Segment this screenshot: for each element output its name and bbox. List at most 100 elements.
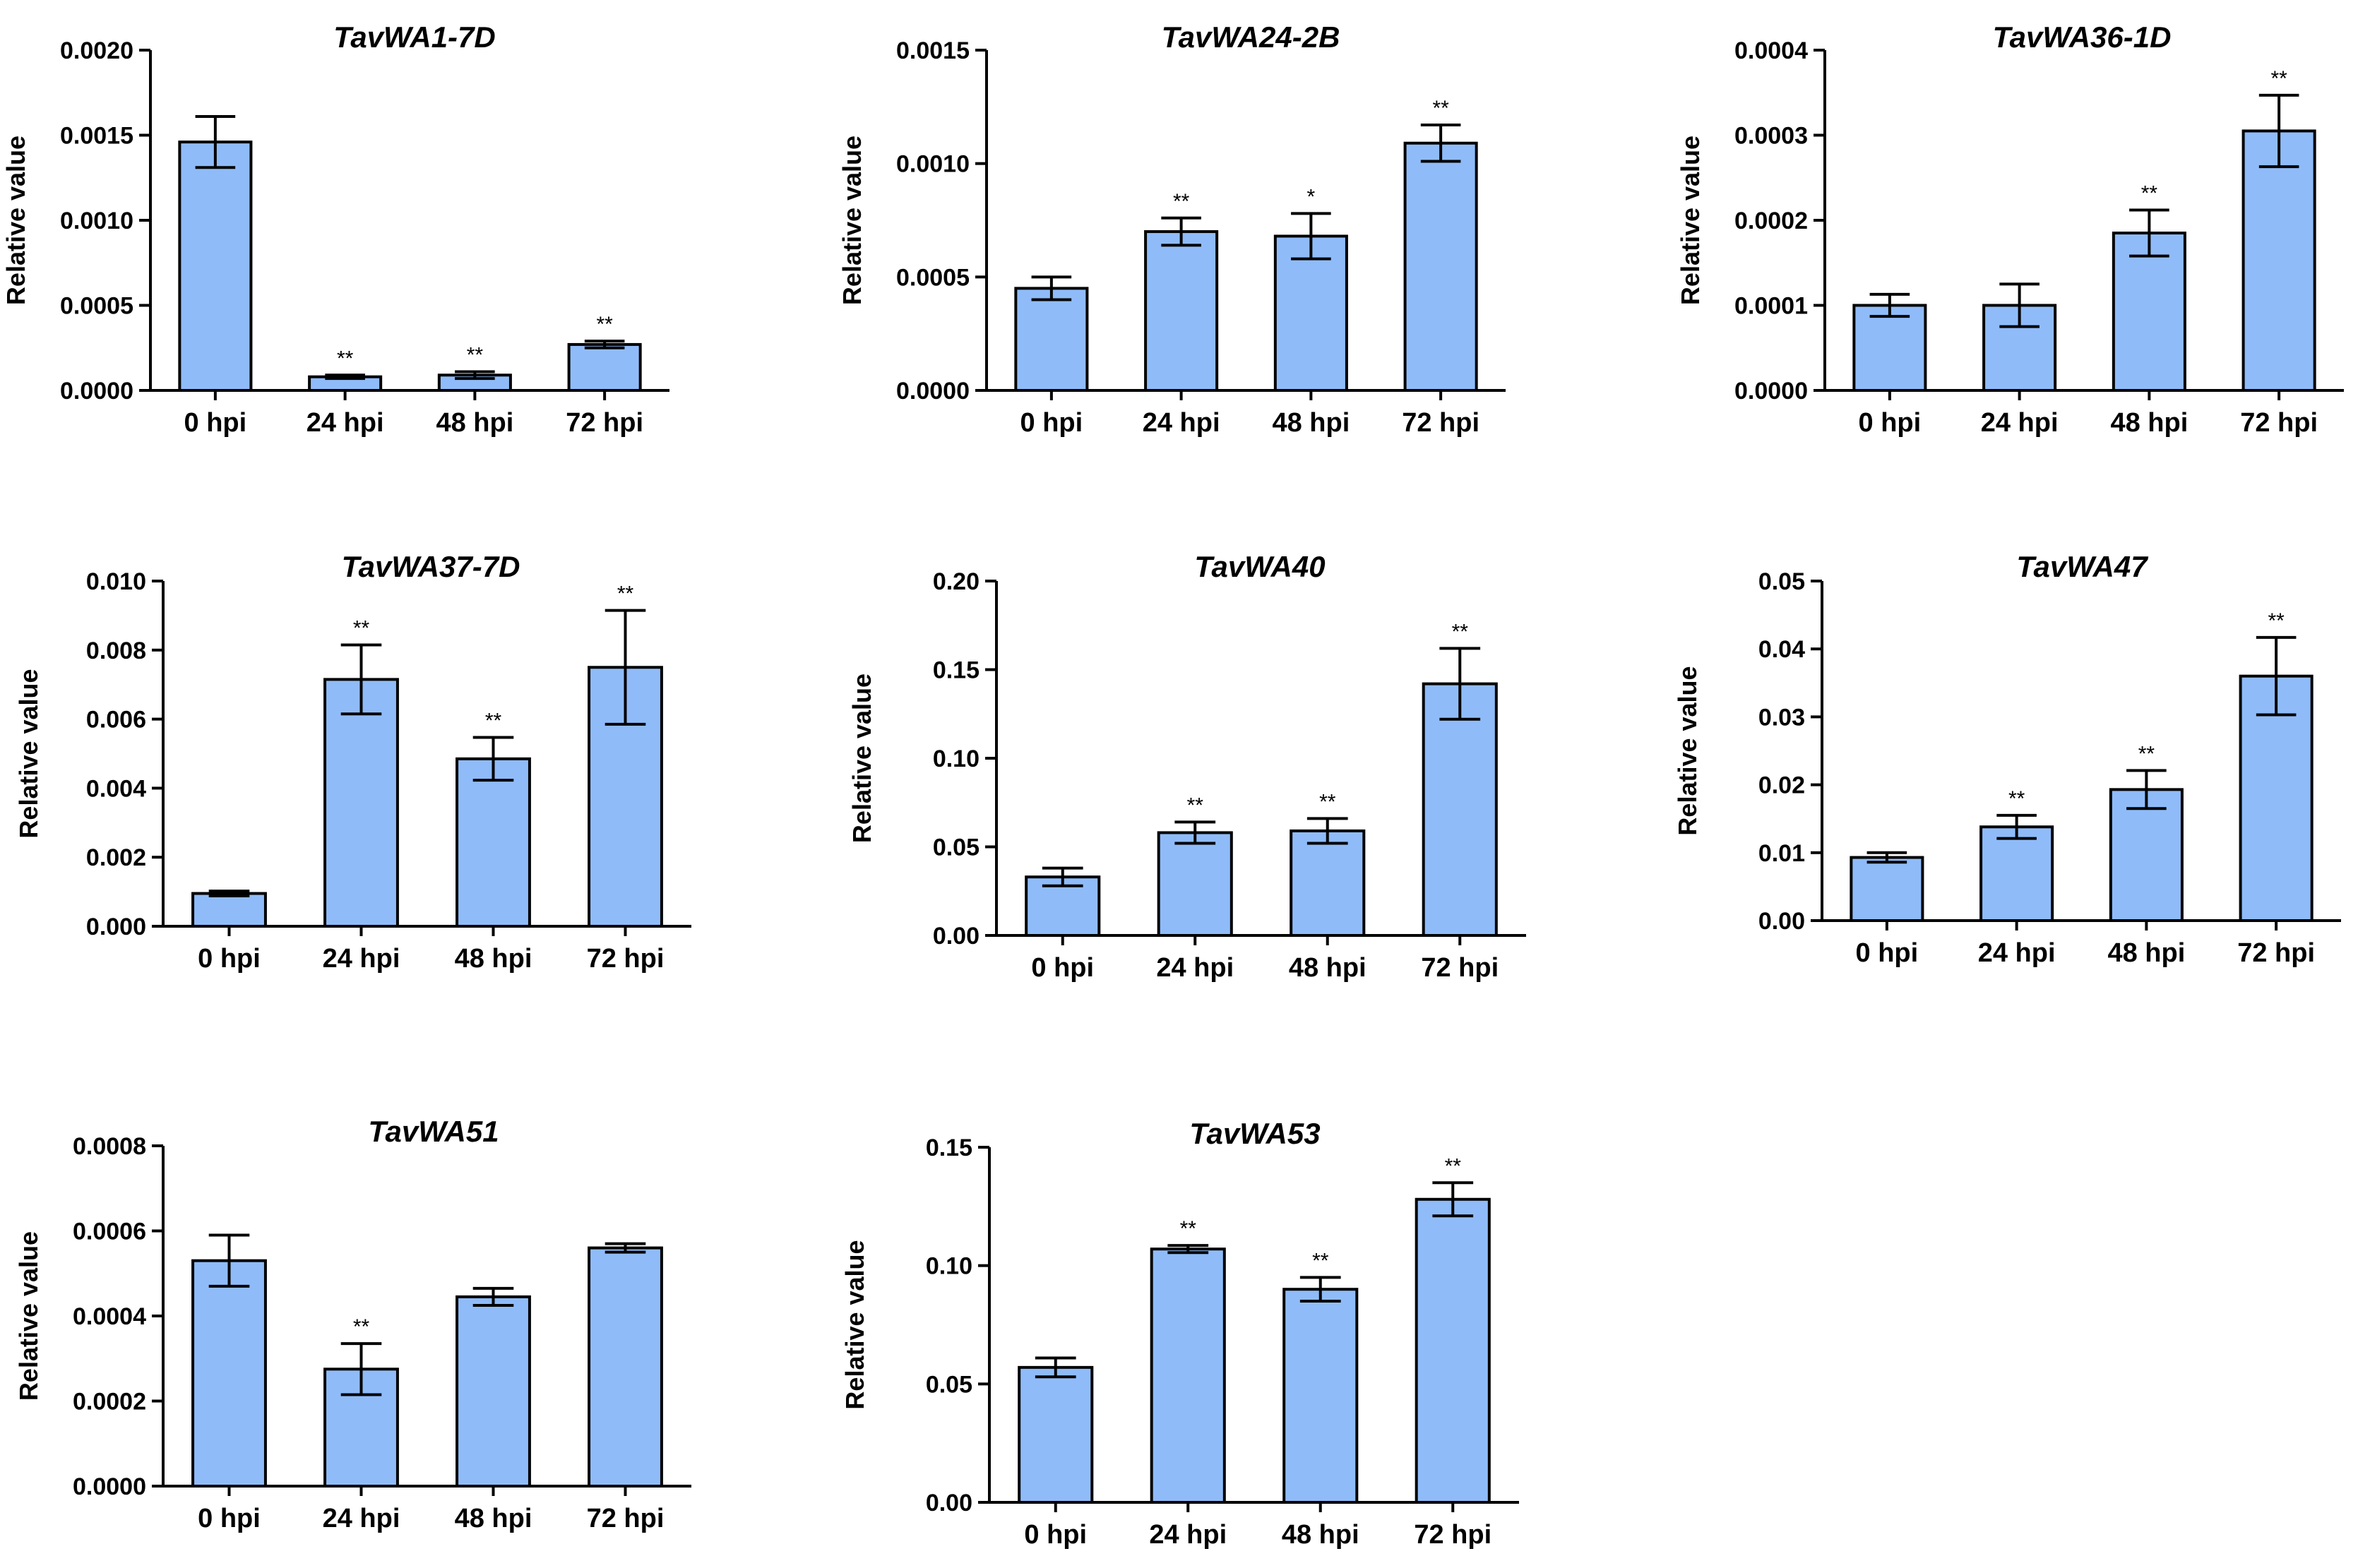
significance-label: ** (337, 347, 354, 370)
bar (567, 342, 642, 392)
significance-label: ** (1319, 790, 1336, 813)
y-axis-title: Relative value (838, 136, 867, 305)
chart-panel: TavWA24-2B Relative value 0 hpi ** 24 hpi * 48… (838, 20, 1506, 438)
chart-title: TavWA1-7D (333, 20, 496, 54)
y-tick-label: 0.0004 (1734, 37, 1808, 64)
significance-label: ** (617, 582, 634, 606)
y-axis-title: Relative value (1676, 136, 1705, 305)
significance-label: ** (353, 616, 370, 640)
y-tick-label: 0.0008 (73, 1133, 146, 1160)
bar (1157, 831, 1233, 938)
category-label: 72 hpi (1421, 953, 1499, 983)
bar (1852, 304, 1927, 392)
category-label: 24 hpi (323, 944, 400, 974)
chart-title: TavWA53 (1189, 1117, 1320, 1150)
significance-label: ** (1452, 620, 1469, 643)
significance-label: ** (596, 313, 613, 336)
category-label: 48 hpi (2110, 408, 2188, 438)
y-tick-label: 0.05 (933, 834, 979, 861)
category-label: 24 hpi (306, 408, 384, 438)
y-tick-label: 0.10 (926, 1253, 972, 1280)
significance-label: ** (353, 1315, 370, 1339)
category-label: 48 hpi (436, 408, 513, 438)
bar (1282, 1288, 1359, 1504)
y-tick-label: 0.0000 (896, 378, 970, 405)
category-label: 48 hpi (455, 944, 532, 974)
y-tick-label: 0.0010 (896, 151, 970, 178)
bar (2112, 232, 2186, 393)
category-label: 0 hpi (198, 1504, 261, 1533)
chart-panel: TavWA53 Relative value 0 hpi ** 24 hpi ** 48 h… (840, 1117, 1519, 1550)
y-tick-label: 0.0004 (73, 1303, 146, 1330)
y-axis-title: Relative value (847, 674, 876, 843)
y-tick-label: 0.0006 (73, 1219, 146, 1245)
y-tick-label: 0.04 (1758, 636, 1805, 663)
chart-title: TavWA36-1D (1993, 20, 2172, 54)
category-label: 0 hpi (1020, 408, 1083, 438)
category-label: 48 hpi (1282, 1520, 1359, 1550)
category-label: 24 hpi (1143, 408, 1220, 438)
bar (588, 1246, 663, 1488)
chart-title: TavWA24-2B (1162, 20, 1340, 54)
bar (2241, 129, 2316, 392)
y-tick-label: 0.0000 (1734, 378, 1808, 405)
category-label: 0 hpi (1856, 938, 1919, 968)
category-label: 48 hpi (2107, 938, 2185, 968)
chart-title: TavWA51 (368, 1115, 499, 1148)
significance-label: ** (485, 710, 502, 733)
chart-panel: TavWA40 Relative value 0 hpi ** 24 hpi ** 48 h… (847, 550, 1526, 983)
category-label: 0 hpi (1024, 1520, 1087, 1550)
category-label: 24 hpi (1981, 408, 2059, 438)
significance-label: ** (1180, 1217, 1197, 1240)
significance-label: ** (2270, 67, 2287, 90)
y-tick-label: 0.0000 (73, 1473, 146, 1500)
y-axis-title: Relative value (840, 1240, 869, 1409)
y-axis-title: Relative value (1, 136, 30, 305)
y-tick-label: 0.05 (1758, 568, 1805, 595)
category-label: 24 hpi (1978, 938, 2056, 968)
category-label: 48 hpi (455, 1504, 532, 1533)
category-label: 72 hpi (587, 1504, 665, 1533)
bar (178, 140, 253, 392)
chart-title: TavWA37-7D (342, 550, 520, 583)
bar (1850, 856, 1924, 923)
y-tick-label: 0.00 (933, 923, 979, 950)
y-tick-label: 0.004 (86, 775, 146, 802)
bar (191, 1259, 267, 1488)
y-tick-label: 0.05 (926, 1371, 972, 1398)
bar (1415, 1197, 1491, 1504)
category-label: 0 hpi (184, 408, 247, 438)
y-tick-label: 0.000 (86, 914, 146, 940)
category-label: 72 hpi (2240, 408, 2318, 438)
category-label: 24 hpi (1149, 1520, 1227, 1550)
significance-label: ** (1312, 1249, 1329, 1272)
significance-label: ** (2138, 742, 2155, 765)
y-tick-label: 0.0015 (896, 37, 970, 64)
chart-panel: TavWA51 Relative value 0 hpi ** 24 hpi 48 hpi… (14, 1115, 691, 1533)
bar (1403, 141, 1478, 392)
category-label: 72 hpi (587, 944, 665, 974)
y-tick-label: 0.0005 (896, 264, 970, 291)
category-label: 48 hpi (1272, 408, 1350, 438)
y-tick-label: 0.0010 (60, 208, 133, 234)
bar (191, 892, 267, 928)
y-tick-label: 0.0002 (73, 1389, 146, 1416)
y-tick-label: 0.20 (933, 568, 979, 595)
y-tick-label: 0.0005 (60, 293, 133, 320)
significance-label: ** (2008, 787, 2025, 810)
chart-panel: TavWA37-7D Relative value 0 hpi ** 24 hpi ** 4… (14, 550, 691, 974)
y-tick-label: 0.00 (1758, 908, 1805, 935)
chart-title: TavWA47 (2016, 550, 2148, 583)
bar (1979, 825, 2054, 923)
bar (1290, 829, 1366, 938)
y-tick-label: 0.10 (933, 746, 979, 772)
y-tick-label: 0.01 (1758, 840, 1805, 867)
category-label: 24 hpi (1156, 953, 1234, 983)
bar (1150, 1247, 1226, 1504)
bar (1014, 287, 1089, 392)
bar (1018, 1365, 1094, 1504)
category-label: 0 hpi (1031, 953, 1094, 983)
chart-panel: TavWA1-7D Relative value 0 hpi ** 24 hpi ** 48… (1, 20, 669, 438)
significance-label: ** (1432, 97, 1449, 120)
